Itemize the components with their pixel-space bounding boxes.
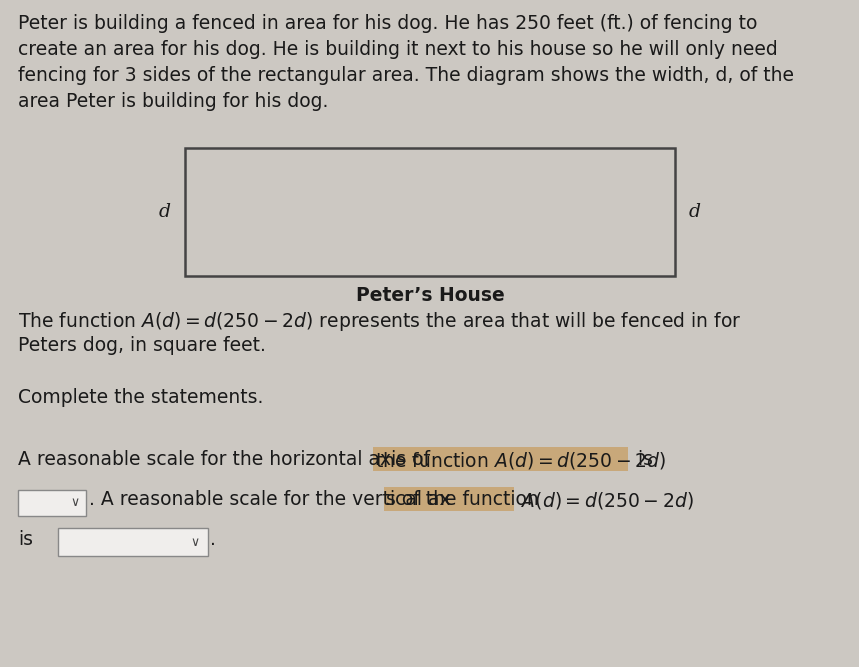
Text: Peter is building a fenced in area for his dog. He has 250 feet (ft.) of fencing: Peter is building a fenced in area for h…: [18, 14, 758, 33]
Bar: [373, 447, 628, 471]
Text: is: is: [18, 530, 33, 549]
Text: fencing for 3 sides of the rectangular area. The diagram shows the width, d, of : fencing for 3 sides of the rectangular a…: [18, 66, 794, 85]
Text: area Peter is building for his dog.: area Peter is building for his dog.: [18, 92, 328, 111]
Text: ∨: ∨: [71, 496, 80, 510]
Text: is: is: [632, 450, 653, 469]
Text: the function $A(d) = d(250 - 2d)$: the function $A(d) = d(250 - 2d)$: [375, 450, 667, 471]
Text: . A reasonable scale for the vertical ax: . A reasonable scale for the vertical ax: [89, 490, 451, 509]
Text: The function $A(d) = d(250 - 2d)$ represents the area that will be fenced in for: The function $A(d) = d(250 - 2d)$ repres…: [18, 310, 741, 333]
Bar: [185, 148, 675, 276]
Text: A reasonable scale for the horizontal axis of: A reasonable scale for the horizontal ax…: [18, 450, 436, 469]
Text: ∨: ∨: [191, 536, 200, 548]
Bar: [384, 487, 514, 511]
Text: $A(d) = d(250 - 2d)$: $A(d) = d(250 - 2d)$: [516, 490, 694, 511]
Bar: [58, 528, 208, 556]
Text: Peter’s House: Peter’s House: [356, 286, 504, 305]
Text: create an area for his dog. He is building it next to his house so he will only : create an area for his dog. He is buildi…: [18, 40, 777, 59]
Text: Peters dog, in square feet.: Peters dog, in square feet.: [18, 336, 266, 355]
Text: Complete the statements.: Complete the statements.: [18, 388, 264, 407]
Text: .: .: [210, 530, 216, 549]
Text: s of the function: s of the function: [386, 490, 539, 509]
Text: d: d: [689, 203, 701, 221]
Text: d: d: [159, 203, 171, 221]
Bar: [18, 490, 86, 516]
